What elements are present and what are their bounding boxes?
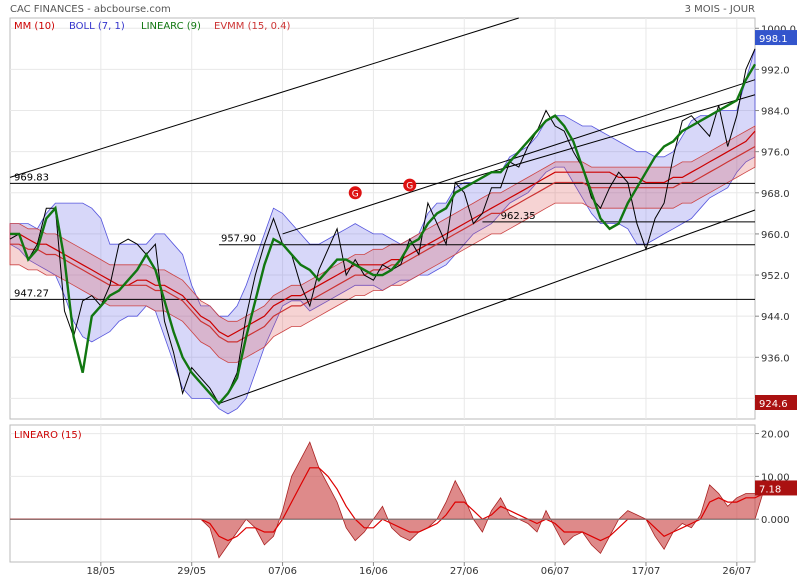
osc-y-tick-label: 20.00: [761, 430, 790, 441]
y-tick-label: 968.0: [761, 189, 790, 200]
level-label: 962.35: [501, 211, 536, 222]
oscillator-title: LINEARO (15): [14, 430, 82, 441]
signal-marker: [403, 178, 417, 192]
y-axis: 1000.0 992.0 984.0 976.0 968.0 960.0 952.0 944.…: [755, 24, 797, 410]
signal-label: G: [406, 182, 413, 192]
evmm-band: [9, 125, 756, 363]
y-tick-label: 944.0: [761, 312, 790, 323]
legend-linearc: LINEARC (9): [141, 21, 201, 32]
channel-line: [218, 209, 756, 405]
series-lines: [9, 48, 757, 406]
signal-marker: [348, 186, 362, 200]
signal-label: G: [352, 189, 359, 199]
level-label: 947.27: [14, 288, 49, 299]
x-axis: 18/05 29/05 07/06 16/06 27/06 06/07 17/07 26/07…: [86, 562, 751, 577]
trend-channels: [9, 17, 756, 405]
legend-mm: MM (10): [14, 21, 55, 32]
y-tick-label: 952.0: [761, 271, 790, 282]
low-flag: [755, 395, 797, 410]
x-tick-label: 16/06: [359, 566, 388, 577]
y-tick-label: 984.0: [761, 107, 790, 118]
series-evmm: [10, 145, 756, 343]
level-label: 957.90: [221, 234, 256, 245]
price-flag-label: 998.1: [759, 34, 788, 45]
chart-title: CAC FINANCES - abcbourse.com: [10, 4, 171, 15]
osc-value-flag-label: 7.18: [759, 484, 781, 495]
x-tick-label: 29/05: [177, 566, 206, 577]
channel-line: [282, 79, 756, 235]
legend-boll: BOLL (7, 1): [69, 21, 125, 32]
series-linearc: [10, 63, 757, 406]
x-tick-label: 07/06: [268, 566, 297, 577]
level-label: 969.83: [14, 172, 49, 183]
y-tick-label: 936.0: [761, 353, 790, 364]
y-tick-label: 992.0: [761, 65, 790, 76]
osc-y-tick-label: 0.000: [761, 515, 790, 526]
y-tick-label: 976.0: [761, 148, 790, 159]
oscillator: 20.00 10.00 0.000 7.18: [10, 430, 797, 559]
x-tick-label: 18/05: [86, 566, 115, 577]
x-tick-label: 27/06: [450, 566, 479, 577]
legend: MM (10) BOLL (7, 1) LINEARC (9) EVMM (15…: [14, 21, 290, 32]
x-tick-label: 06/07: [541, 566, 570, 577]
y-tick-label: 960.0: [761, 230, 790, 241]
legend-evmm: EVMM (15, 0.4): [214, 21, 290, 32]
osc-value-flag: [755, 480, 797, 496]
main-panel-frame: [9, 17, 756, 420]
chart-period: 3 MOIS - JOUR: [685, 4, 755, 15]
x-tick-label: 17/07: [632, 566, 661, 577]
osc-y-tick-label: 10.00: [761, 472, 790, 483]
y-tick-label: 1000.0: [761, 24, 796, 35]
osc-panel-frame: [9, 424, 756, 563]
price-flag: [755, 30, 797, 46]
horizontal-levels: 969.83 962.35 957.90 947.27: [10, 172, 755, 300]
low-flag-label: 924.6: [759, 399, 788, 410]
x-tick-label: 26/07: [722, 566, 751, 577]
channel-line-upper: [9, 17, 519, 178]
signals: GG: [348, 178, 417, 200]
